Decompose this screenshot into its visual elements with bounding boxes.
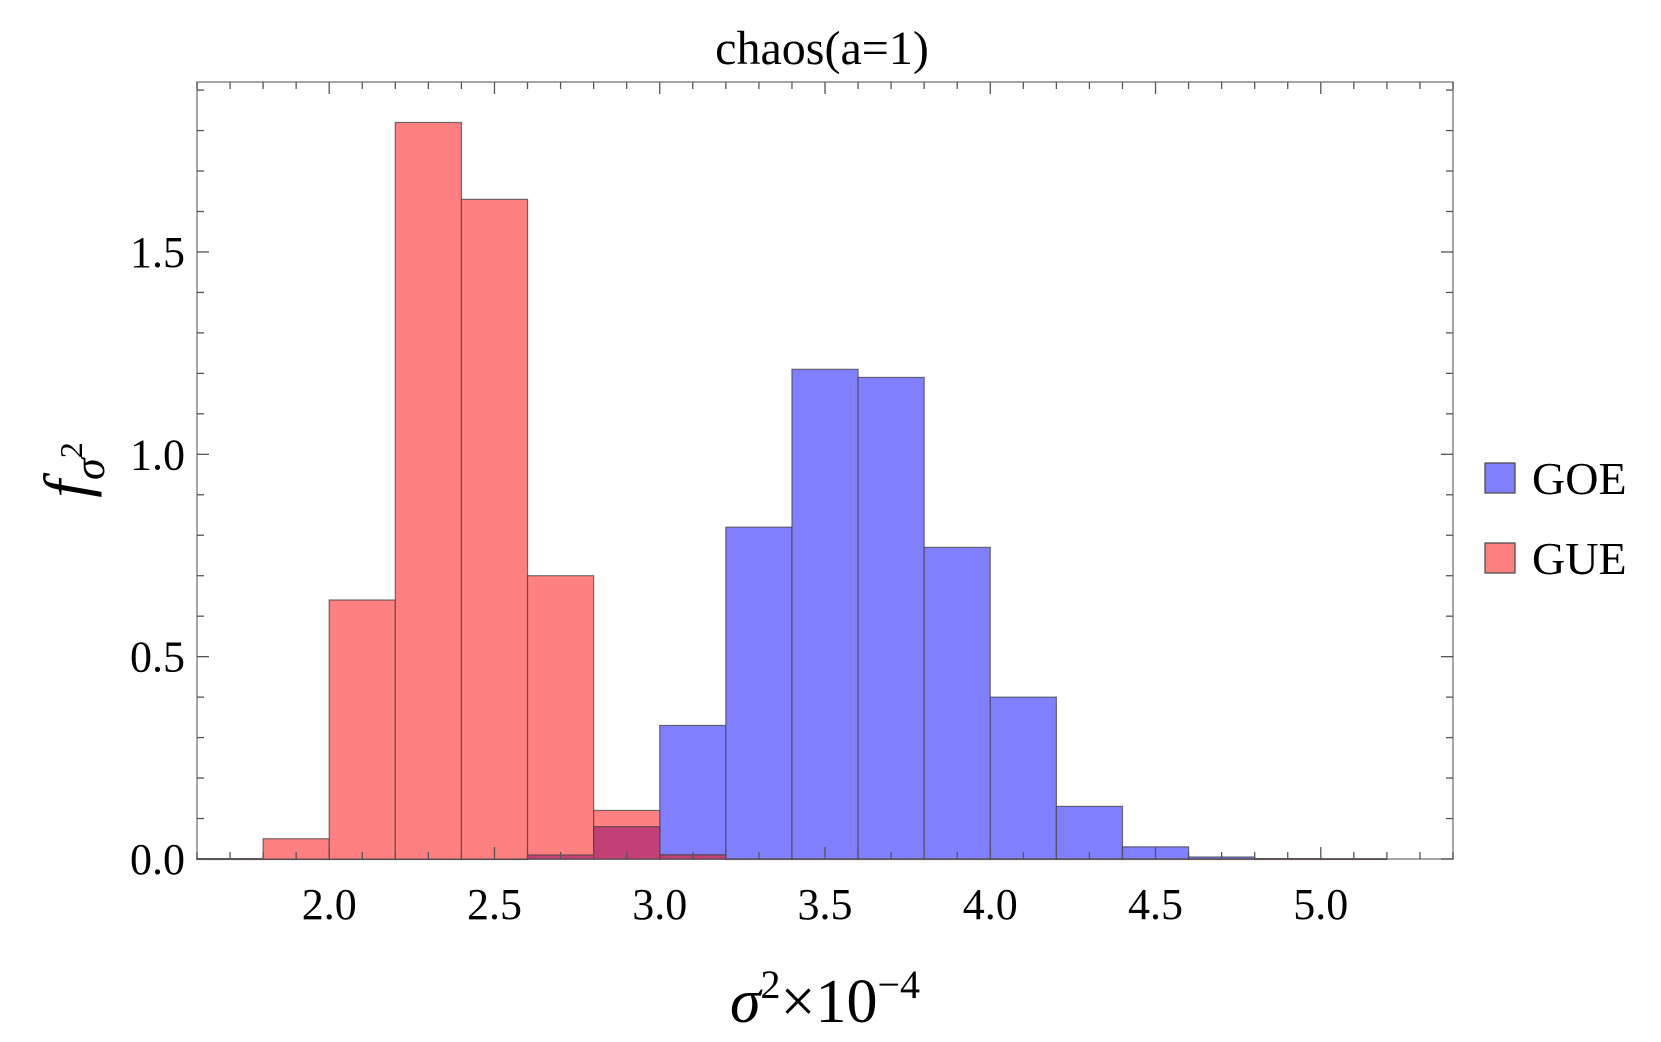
x-tick-label-6: 5.0 (1293, 880, 1348, 929)
bar-gue-17 (1320, 858, 1388, 861)
bar-goe-9 (791, 368, 859, 860)
x-tick-label-5: 4.5 (1128, 880, 1183, 929)
bar-goe-11 (923, 546, 991, 860)
x-tick-label-2: 3.0 (632, 880, 687, 929)
legend-label-goe: GOE (1532, 453, 1627, 504)
bar-goe-8 (725, 526, 793, 860)
bar-gue-2 (328, 599, 396, 860)
bar-goe-13 (1055, 805, 1124, 860)
bar-gue-3 (394, 121, 463, 860)
x-axis-label-base: σ (730, 968, 763, 1036)
bar-goe-7 (659, 724, 727, 860)
bar-gue-11 (923, 858, 991, 861)
bar-gue-16 (1254, 858, 1322, 861)
bar-gue-12 (989, 858, 1057, 861)
bar-gue-14 (1121, 858, 1190, 861)
x-axis-label-rest-sup: −4 (877, 962, 920, 1007)
x-axis-label-rest: ×10 (781, 968, 878, 1036)
bar-gue-13 (1055, 858, 1124, 861)
bar-gue-5 (526, 575, 595, 860)
bar-gue-9 (791, 858, 859, 861)
y-axis-label-sub: σ (65, 456, 114, 480)
x-axis-label-sup: 2 (761, 962, 781, 1007)
x-tick-label-4: 4.0 (963, 880, 1018, 929)
x-tick-label-1: 2.5 (467, 880, 522, 929)
y-tick-label-1: 0.5 (130, 633, 185, 682)
x-axis-label: σ2×10−4 (730, 962, 920, 1036)
bar-gue-4 (460, 198, 529, 860)
y-tick-label-2: 1.0 (130, 430, 185, 479)
chart-title: chaos(a=1) (715, 22, 929, 75)
legend-swatch-goe (1484, 462, 1516, 494)
bar-gue-8 (725, 858, 793, 861)
bars-layer (196, 121, 1388, 861)
y-axis-label: fσ2 (31, 442, 114, 497)
bar-gue-10 (857, 858, 925, 861)
tick-labels-layer: 2.0 2.5 3.0 3.5 4.0 4.5 5.0 0.0 0.5 1.0 1.5 (130, 228, 1348, 929)
legend: GOE GUE (1484, 453, 1627, 584)
y-tick-label-3: 1.5 (130, 228, 185, 277)
legend-swatch-gue (1484, 542, 1516, 574)
ticks-layer (196, 82, 1454, 860)
legend-label-gue: GUE (1532, 533, 1627, 584)
x-tick-label-0: 2.0 (302, 880, 357, 929)
y-axis-label-sub-sup: 2 (53, 442, 89, 458)
y-tick-label-0: 0.0 (130, 835, 185, 884)
bar-goe-12 (989, 696, 1057, 860)
x-tick-label-3: 3.5 (798, 880, 853, 929)
bar-goe-10 (857, 376, 925, 860)
bar-gue-15 (1187, 858, 1256, 861)
